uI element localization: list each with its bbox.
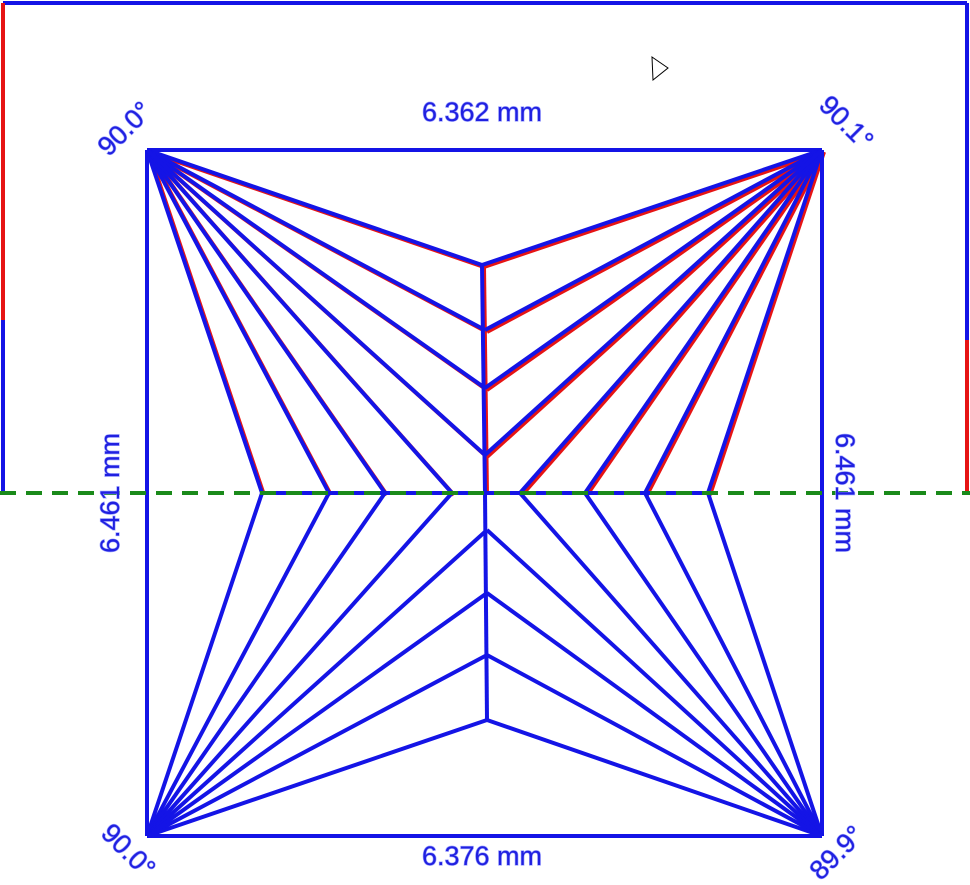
- facet-line: [483, 148, 824, 457]
- facet-line: [485, 591, 824, 838]
- facet-line: [146, 148, 483, 267]
- facet-line: [706, 492, 824, 837]
- facet-line: [518, 491, 824, 838]
- facet-line: [145, 492, 331, 837]
- facet-line: [585, 150, 826, 497]
- top-measure: 6.362 mm: [422, 97, 542, 127]
- facet-line: [146, 653, 488, 838]
- facet-line: [583, 491, 824, 838]
- facet-line: [485, 150, 826, 392]
- facet-line: [643, 492, 824, 837]
- facet-line: [145, 528, 489, 838]
- bottom-measure: 6.376 mm: [422, 841, 542, 871]
- facet-line: [145, 148, 387, 495]
- facet-line: [645, 151, 826, 496]
- facet-line: [145, 149, 264, 494]
- facet-line: [146, 718, 488, 838]
- facet-line: [520, 150, 826, 497]
- facet-line: [518, 148, 824, 495]
- right-measure: 6.461 mm: [830, 433, 860, 553]
- cursor: [651, 56, 669, 82]
- facet-line: [485, 150, 826, 459]
- facet-line: [483, 492, 489, 721]
- facet-line: [145, 148, 487, 390]
- facet-line: [483, 148, 824, 390]
- facet-line: [145, 148, 454, 495]
- angle-top-right: 90.1°: [813, 90, 879, 156]
- facet-line: [145, 492, 264, 837]
- facet-line: [485, 528, 824, 838]
- facet-line: [480, 264, 487, 494]
- left-measure: 6.461 mm: [95, 433, 125, 553]
- facet-line: [486, 718, 823, 838]
- facet-line: [708, 151, 826, 496]
- facet-line: [583, 148, 824, 495]
- facet-line: [145, 148, 487, 457]
- facet-line: [484, 148, 823, 332]
- facet-line: [145, 491, 454, 838]
- facet-lines: [145, 148, 826, 838]
- facet-line: [486, 653, 823, 838]
- facet-line: [486, 150, 825, 334]
- facet-line: [481, 148, 823, 267]
- facet-line: [146, 148, 486, 332]
- facet-line: [145, 149, 331, 494]
- facet-line: [483, 150, 825, 269]
- facet-line: [145, 591, 489, 838]
- facet-line: [706, 149, 824, 494]
- facet-line: [145, 491, 387, 838]
- facet-line: [643, 149, 824, 494]
